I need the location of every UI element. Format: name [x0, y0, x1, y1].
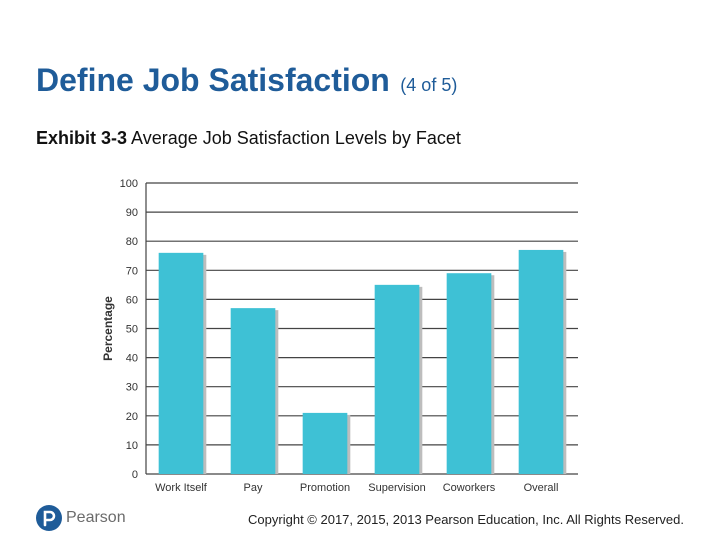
y-tick-label: 70: [126, 265, 138, 277]
y-tick-label: 10: [126, 440, 138, 452]
exhibit-caption-text: Average Job Satisfaction Levels by Facet: [131, 128, 461, 148]
y-axis-label: Percentage: [101, 296, 115, 361]
x-tick-label: Overall: [524, 482, 559, 494]
bar-chart: 0 10 20 30 40 50 60 70 80 90 100 Percentage Work Its…: [101, 178, 578, 494]
copyright-notice: Copyright © 2017, 2015, 2013 Pearson Edu…: [248, 512, 684, 527]
y-tick-label: 20: [126, 411, 138, 423]
y-tick-label: 0: [132, 469, 138, 481]
bar: [518, 249, 564, 474]
y-tick-label: 40: [126, 353, 138, 365]
y-tick-label: 80: [126, 236, 138, 248]
slide-title-main: Define Job Satisfaction: [36, 62, 390, 98]
pearson-logo: Pearson: [36, 505, 126, 531]
bar: [446, 273, 492, 474]
y-tick-label: 30: [126, 382, 138, 394]
slide-title-suffix: (4 of 5): [400, 75, 458, 95]
x-tick-label: Promotion: [300, 482, 350, 494]
x-tick-label: Work Itself: [155, 482, 208, 494]
exhibit-label: Exhibit 3-3: [36, 128, 128, 148]
bar: [230, 308, 276, 474]
pearson-wordmark: Pearson: [66, 509, 126, 526]
bar: [302, 412, 348, 474]
bar: [158, 252, 204, 474]
slide-title: Define Job Satisfaction (4 of 5): [36, 62, 457, 99]
y-tick-label: 50: [126, 324, 138, 336]
pearson-logo-icon: [36, 505, 62, 531]
x-tick-label: Supervision: [368, 482, 425, 494]
y-tick-label: 100: [120, 178, 138, 190]
x-tick-label: Pay: [244, 482, 263, 494]
x-tick-label: Coworkers: [443, 482, 496, 494]
exhibit-caption: Exhibit 3-3 Average Job Satisfaction Lev…: [36, 128, 461, 149]
y-tick-label: 90: [126, 207, 138, 219]
bar: [374, 284, 420, 474]
y-tick-label: 60: [126, 294, 138, 306]
